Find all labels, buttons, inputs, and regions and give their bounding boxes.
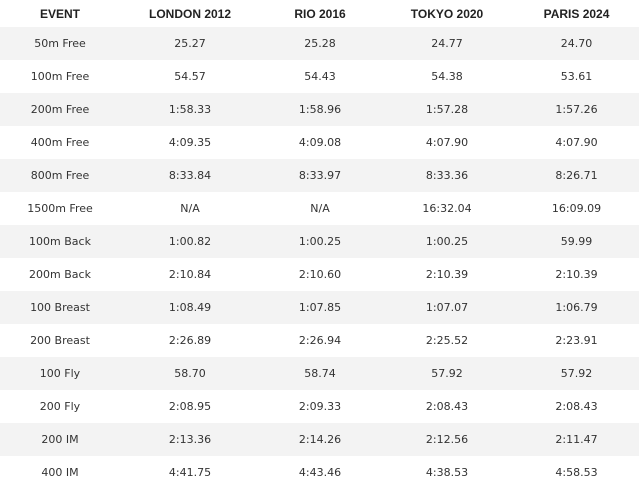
- time-cell: 53.61: [560, 70, 593, 83]
- time-cell: 16:32.04: [422, 202, 472, 215]
- time-cell: N/A: [310, 202, 330, 215]
- table-body: 50m Free 25.27 25.28 24.77 24.70 100m Free 54.…: [0, 27, 639, 489]
- time-cell: 4:38.53: [425, 466, 469, 479]
- time-cell: 1:08.49: [168, 301, 212, 314]
- time-cell: 1:07.07: [425, 301, 469, 314]
- column-header: EVENT: [39, 6, 80, 21]
- event-cell: 100m Back: [29, 235, 91, 248]
- table-row: 200m Back 2:10.84 2:10.60 2:10.39 2:10.39: [0, 258, 639, 291]
- column-header: PARIS 2024: [543, 6, 610, 21]
- time-cell: 2:08.95: [168, 400, 212, 413]
- time-cell: 1:06.79: [555, 301, 598, 314]
- event-cell: 200 IM: [41, 433, 79, 446]
- event-cell: 50m Free: [34, 37, 86, 50]
- time-cell: 25.27: [174, 37, 206, 50]
- time-cell: 2:14.26: [298, 433, 342, 446]
- table-row: 100 Breast 1:08.49 1:07.85 1:07.07 1:06.79: [0, 291, 639, 324]
- time-cell: 1:57.26: [555, 103, 598, 116]
- column-header: LONDON 2012: [148, 6, 232, 21]
- time-cell: 1:58.33: [168, 103, 212, 116]
- table-row: 100m Free 54.57 54.43 54.38 53.61: [0, 60, 639, 93]
- event-cell: 100m Free: [30, 70, 90, 83]
- table-row: 100 Fly 58.70 58.74 57.92 57.92: [0, 357, 639, 390]
- time-cell: 2:25.52: [425, 334, 469, 347]
- table-row: 400 IM 4:41.75 4:43.46 4:38.53 4:58.53: [0, 456, 639, 489]
- event-cell: 100 Fly: [39, 367, 81, 380]
- event-cell: 400m Free: [30, 136, 90, 149]
- time-cell: 4:41.75: [168, 466, 212, 479]
- time-cell: 57.92: [560, 367, 593, 380]
- time-cell: 8:33.36: [425, 169, 469, 182]
- time-cell: 54.43: [304, 70, 336, 83]
- event-cell: 100 Breast: [30, 301, 90, 314]
- time-cell: 1:00.25: [425, 235, 469, 248]
- table-row: 800m Free 8:33.84 8:33.97 8:33.36 8:26.71: [0, 159, 639, 192]
- time-cell: 58.70: [174, 367, 206, 380]
- column-header: TOKYO 2020: [410, 6, 484, 21]
- time-cell: 8:33.84: [168, 169, 212, 182]
- table-row: 50m Free 25.27 25.28 24.77 24.70: [0, 27, 639, 60]
- time-cell: 8:26.71: [555, 169, 598, 182]
- time-cell: 2:13.36: [168, 433, 212, 446]
- time-cell: 8:33.97: [298, 169, 342, 182]
- time-cell: 2:10.39: [555, 268, 598, 281]
- time-cell: 2:26.89: [168, 334, 212, 347]
- time-cell: 54.57: [174, 70, 206, 83]
- column-header: RIO 2016: [294, 6, 346, 21]
- time-cell: 16:09.09: [551, 202, 602, 215]
- time-cell: 1:00.82: [168, 235, 212, 248]
- time-cell: 4:43.46: [298, 466, 342, 479]
- time-cell: 2:10.60: [298, 268, 342, 281]
- event-cell: 200 Breast: [30, 334, 90, 347]
- time-cell: 2:10.39: [425, 268, 469, 281]
- table-row: 400m Free 4:09.35 4:09.08 4:07.90 4:07.90: [0, 126, 639, 159]
- time-cell: 57.92: [431, 367, 463, 380]
- time-cell: 54.38: [431, 70, 463, 83]
- event-cell: 200m Back: [29, 268, 91, 281]
- event-cell: 200 Fly: [39, 400, 81, 413]
- event-cell: 200m Free: [30, 103, 90, 116]
- time-cell: 2:10.84: [168, 268, 212, 281]
- table-row: 100m Back 1:00.82 1:00.25 1:00.25 59.99: [0, 225, 639, 258]
- time-cell: 24.70: [560, 37, 593, 50]
- time-cell: 2:23.91: [555, 334, 598, 347]
- time-cell: 1:57.28: [425, 103, 469, 116]
- time-cell: 1:07.85: [298, 301, 342, 314]
- time-cell: 4:07.90: [555, 136, 598, 149]
- time-cell: 4:07.90: [425, 136, 469, 149]
- event-cell: 800m Free: [30, 169, 90, 182]
- table-row: 200 Breast 2:26.89 2:26.94 2:25.52 2:23.91: [0, 324, 639, 357]
- time-cell: 24.77: [431, 37, 463, 50]
- time-cell: 58.74: [304, 367, 336, 380]
- table-row: 200 Fly 2:08.95 2:09.33 2:08.43 2:08.43: [0, 390, 639, 423]
- time-cell: N/A: [180, 202, 200, 215]
- time-cell: 2:11.47: [555, 433, 598, 446]
- time-cell: 2:09.33: [298, 400, 342, 413]
- time-cell: 2:08.43: [555, 400, 598, 413]
- event-cell: 1500m Free: [27, 202, 93, 215]
- time-cell: 59.99: [560, 235, 593, 248]
- time-cell: 2:08.43: [425, 400, 469, 413]
- time-cell: 2:26.94: [298, 334, 342, 347]
- time-cell: 1:00.25: [298, 235, 342, 248]
- time-cell: 4:58.53: [555, 466, 598, 479]
- time-cell: 4:09.35: [168, 136, 212, 149]
- table-row: 200 IM 2:13.36 2:14.26 2:12.56 2:11.47: [0, 423, 639, 456]
- time-cell: 2:12.56: [425, 433, 469, 446]
- table-row: 200m Free 1:58.33 1:58.96 1:57.28 1:57.26: [0, 93, 639, 126]
- event-cell: 400 IM: [41, 466, 79, 479]
- time-cell: 4:09.08: [298, 136, 342, 149]
- header-row: EVENT LONDON 2012 RIO 2016 TOKYO 2020 PARIS …: [0, 0, 639, 27]
- time-cell: 1:58.96: [298, 103, 342, 116]
- time-cell: 25.28: [304, 37, 336, 50]
- table-row: 1500m Free N/A N/A 16:32.04 16:09.09: [0, 192, 639, 225]
